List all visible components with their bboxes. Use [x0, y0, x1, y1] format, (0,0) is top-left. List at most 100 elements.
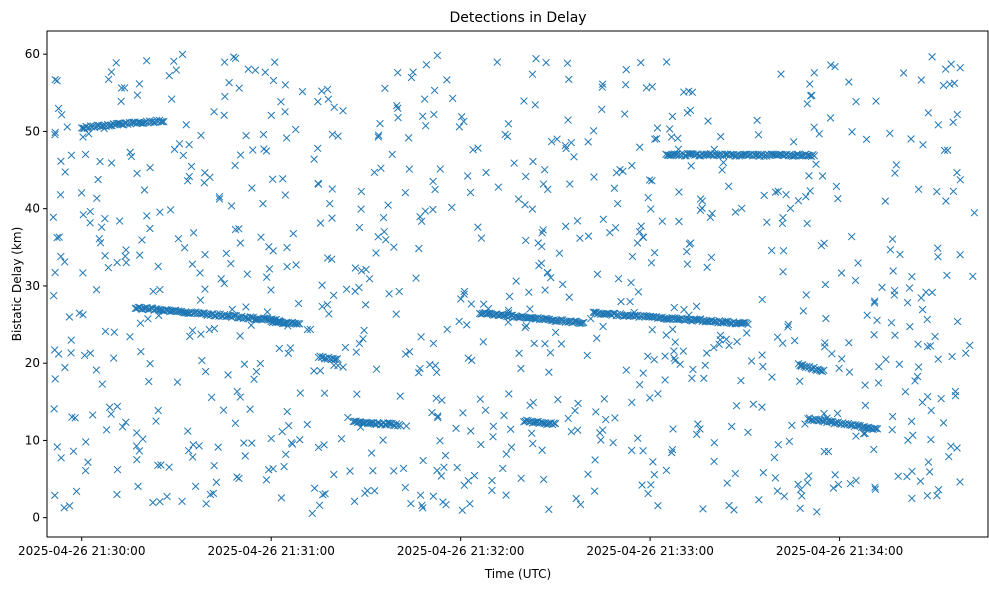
detection-point: [489, 422, 498, 431]
detection-point: [914, 340, 922, 348]
x-tick-label: 2025-04-26 21:32:00: [397, 544, 524, 558]
detection-point: [551, 419, 560, 428]
detection-point: [758, 351, 766, 359]
detection-point: [319, 490, 327, 499]
detection-point: [361, 300, 370, 309]
detection-point: [532, 54, 540, 63]
detection-point: [369, 466, 377, 475]
detection-point: [803, 219, 811, 228]
detection-point: [466, 188, 475, 197]
detection-point: [110, 328, 119, 336]
detection-point: [685, 240, 694, 248]
detection-point: [671, 356, 679, 365]
detection-point: [466, 427, 475, 435]
detection-point: [962, 349, 970, 357]
detection-point: [332, 355, 340, 364]
detection-point: [459, 409, 467, 417]
detection-point: [916, 477, 925, 485]
detection-point: [637, 58, 645, 67]
detection-point: [243, 270, 252, 278]
detection-point: [325, 199, 334, 208]
detection-point: [51, 75, 59, 84]
detection-point: [67, 151, 76, 159]
detection-point: [318, 302, 327, 311]
detection-point: [673, 134, 682, 143]
detection-point: [225, 78, 233, 87]
detection-point: [229, 53, 238, 61]
y-tick-label: 60: [25, 47, 40, 61]
detection-point: [269, 76, 278, 85]
detection-point: [852, 476, 860, 485]
detection-point: [669, 425, 677, 433]
detection-point: [622, 366, 631, 374]
detection-point: [488, 486, 496, 495]
detection-point: [249, 146, 257, 154]
detection-point: [749, 400, 758, 409]
detection-point: [801, 420, 809, 428]
detection-point: [803, 100, 812, 108]
detection-point: [274, 318, 283, 326]
y-tick-label: 0: [32, 511, 40, 525]
detection-point: [210, 461, 218, 470]
detection-point: [747, 357, 756, 365]
detection-point: [443, 325, 451, 334]
detection-point: [393, 101, 401, 110]
detection-point: [572, 494, 580, 503]
detection-point: [219, 406, 228, 414]
detection-point: [137, 347, 145, 356]
detection-point: [628, 398, 636, 407]
detection-point: [890, 286, 899, 295]
detection-point: [661, 376, 669, 384]
detection-point: [546, 348, 555, 357]
detection-point: [894, 472, 902, 481]
detection-point: [188, 326, 197, 335]
detection-point: [352, 348, 361, 356]
detection-point: [771, 188, 780, 196]
detection-point: [437, 472, 446, 480]
detection-point: [870, 297, 879, 305]
detection-point: [744, 320, 752, 329]
detection-point: [706, 150, 715, 158]
detection-point: [146, 224, 154, 233]
detection-point: [263, 308, 272, 316]
detection-point: [514, 313, 522, 322]
detection-point: [638, 481, 646, 489]
detection-point: [113, 119, 122, 128]
detection-point: [949, 187, 958, 196]
detection-point: [908, 272, 916, 281]
detection-point: [118, 423, 127, 431]
x-tick-label: 2025-04-26 21:30:00: [18, 544, 145, 558]
detection-point: [565, 293, 574, 301]
detection-point: [696, 425, 704, 433]
detection-point: [145, 377, 153, 386]
detection-point: [774, 187, 782, 196]
detection-point: [896, 250, 904, 259]
detection-point: [86, 207, 95, 216]
detection-point: [158, 118, 167, 126]
detection-point: [287, 439, 296, 447]
detection-point: [861, 381, 869, 389]
detection-point: [154, 461, 162, 470]
detection-point: [918, 305, 927, 314]
detection-point: [481, 406, 490, 414]
detection-point: [174, 307, 183, 315]
detection-point: [564, 116, 572, 124]
detection-point: [827, 61, 835, 69]
detection-point: [401, 483, 410, 492]
detection-point: [314, 180, 323, 188]
detection-point: [412, 274, 420, 282]
detection-point: [521, 200, 529, 209]
detection-point: [790, 336, 799, 345]
detection-point: [330, 470, 338, 479]
detection-point: [567, 138, 576, 147]
detection-point: [154, 262, 162, 271]
detection-point: [482, 168, 490, 177]
detection-point: [901, 387, 910, 396]
detection-point: [337, 434, 346, 443]
detection-point: [512, 277, 520, 285]
detection-point: [443, 76, 451, 84]
detection-point: [429, 492, 438, 501]
detection-point: [248, 184, 256, 192]
detection-point: [777, 70, 785, 78]
detection-point: [662, 58, 671, 66]
